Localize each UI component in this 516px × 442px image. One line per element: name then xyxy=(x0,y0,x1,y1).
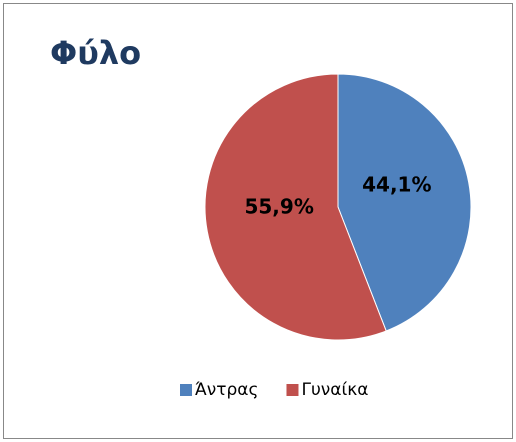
legend-swatch xyxy=(180,384,192,396)
pie-slice xyxy=(204,73,387,341)
pie-slice xyxy=(337,73,472,332)
data-label: 44,1% xyxy=(362,172,431,196)
chart-title: Φύλο xyxy=(50,34,141,72)
legend-label: Άντρας xyxy=(195,380,258,400)
data-label: 55,9% xyxy=(244,195,313,219)
legend-label: Γυναίκα xyxy=(301,380,368,400)
legend-swatch xyxy=(286,384,299,396)
